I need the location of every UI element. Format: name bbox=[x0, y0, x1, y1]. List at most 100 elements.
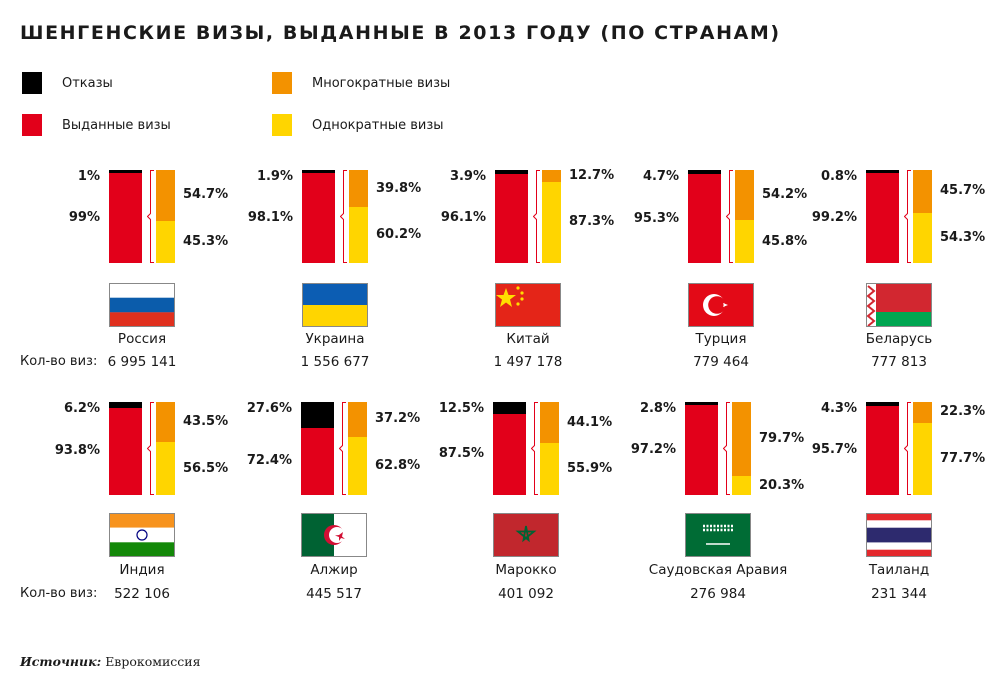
bar-segment-refused bbox=[109, 170, 142, 173]
morocco-flag-icon bbox=[493, 513, 559, 557]
bar-segment-multiple bbox=[156, 170, 175, 221]
country-name: Украина bbox=[305, 331, 365, 347]
belarus-flag-icon bbox=[866, 283, 932, 327]
bar-segment-single bbox=[913, 212, 932, 263]
bar-segment-single bbox=[156, 220, 175, 263]
label-issued: 95.3% bbox=[633, 210, 679, 226]
label-multiple: 43.5% bbox=[183, 414, 229, 430]
bar-segment-multiple bbox=[348, 402, 367, 437]
bar-segment-single bbox=[913, 422, 932, 495]
label-multiple: 54.2% bbox=[762, 187, 808, 203]
label-refused: 3.9% bbox=[449, 169, 486, 184]
bar-segment-refused bbox=[493, 402, 526, 414]
label-single: 60.2% bbox=[376, 227, 422, 242]
visa-count: 6 995 141 bbox=[107, 354, 177, 370]
count-label: Кол-во виз: bbox=[20, 354, 98, 369]
bar-segment-issued bbox=[688, 174, 721, 263]
source-value: Еврокомиссия bbox=[105, 654, 201, 669]
brace bbox=[530, 402, 539, 495]
brace bbox=[146, 402, 155, 495]
bar-segment-single bbox=[540, 443, 559, 495]
brace bbox=[722, 402, 731, 495]
bar-segment-refused bbox=[109, 402, 142, 408]
bar-segment-single bbox=[348, 436, 367, 495]
label-refused: 12.5% bbox=[438, 401, 484, 416]
visa-count: 777 813 bbox=[871, 354, 927, 370]
bar-segment-single bbox=[735, 220, 754, 263]
country-name: Саудовская Аравия bbox=[648, 562, 788, 578]
label-refused: 6.2% bbox=[63, 401, 100, 416]
legend-swatch-issued bbox=[22, 114, 42, 136]
visa-count: 401 092 bbox=[498, 586, 554, 602]
bar-segment-issued bbox=[301, 427, 334, 495]
label-single: 56.5% bbox=[183, 460, 229, 476]
label-issued: 99.2% bbox=[811, 209, 857, 225]
legend-label-multiple: Многократные визы bbox=[312, 76, 451, 91]
bar-segment-multiple bbox=[349, 170, 368, 207]
bar-segment-single bbox=[732, 476, 751, 495]
china-flag-icon bbox=[495, 283, 561, 327]
label-single: 77.7% bbox=[940, 450, 986, 466]
bar-segment-refused bbox=[866, 170, 899, 173]
bar-segment-issued bbox=[495, 173, 528, 263]
source-label: Источник: bbox=[20, 654, 102, 669]
ukraine-flag-icon bbox=[302, 283, 368, 327]
country-name: Марокко bbox=[495, 562, 557, 578]
label-single: 45.3% bbox=[183, 233, 229, 249]
label-issued: 99% bbox=[68, 209, 100, 225]
bar-segment-single bbox=[156, 442, 175, 495]
bar-segment-refused bbox=[302, 170, 335, 173]
label-issued: 96.1% bbox=[440, 210, 486, 226]
bar-segment-multiple bbox=[913, 402, 932, 423]
country-name: Индия bbox=[119, 562, 165, 578]
visa-count: 1 556 677 bbox=[300, 354, 370, 370]
country-name: Беларусь bbox=[865, 331, 933, 347]
label-multiple: 37.2% bbox=[375, 411, 421, 427]
label-refused: 1.9% bbox=[256, 169, 293, 184]
label-issued: 98.1% bbox=[247, 209, 293, 225]
label-single: 54.3% bbox=[940, 229, 986, 245]
page-title: ШЕНГЕНСКИЕ ВИЗЫ, ВЫДАННЫЕ В 2013 ГОДУ (П… bbox=[20, 22, 781, 44]
bar-segment-multiple bbox=[540, 402, 559, 443]
legend-swatch-refusals bbox=[22, 72, 42, 94]
legend-label-refusals: Отказы bbox=[62, 76, 113, 91]
legend-swatch-multiple bbox=[272, 72, 292, 94]
legend-label-issued: Выданные визы bbox=[62, 118, 171, 133]
brace bbox=[146, 170, 155, 263]
visa-count: 276 984 bbox=[690, 586, 746, 602]
brace bbox=[903, 170, 912, 263]
label-issued: 95.7% bbox=[811, 442, 857, 458]
bar-segment-refused bbox=[685, 402, 718, 405]
visa-count: 522 106 bbox=[114, 586, 170, 602]
visa-count: 445 517 bbox=[306, 586, 362, 602]
label-multiple: 45.7% bbox=[940, 183, 986, 199]
country-name: Алжир bbox=[310, 562, 358, 578]
turkey-flag-icon bbox=[688, 283, 754, 327]
country-name: Россия bbox=[117, 331, 167, 347]
label-refused: 2.8% bbox=[639, 401, 676, 416]
thailand-flag-icon bbox=[866, 513, 932, 557]
bar-segment-issued bbox=[866, 172, 899, 263]
bar-segment-single bbox=[542, 181, 561, 263]
bar-segment-issued bbox=[109, 407, 142, 495]
source-note: Источник: Еврокомиссия bbox=[20, 654, 201, 669]
bar-segment-issued bbox=[302, 172, 335, 263]
brace bbox=[339, 170, 348, 263]
visa-count: 231 344 bbox=[871, 586, 927, 602]
label-issued: 72.4% bbox=[246, 453, 292, 469]
legend-label-single: Однократные визы bbox=[312, 118, 444, 133]
label-issued: 87.5% bbox=[438, 446, 484, 462]
label-refused: 1% bbox=[77, 169, 100, 184]
bar-segment-refused bbox=[866, 402, 899, 406]
label-issued: 97.2% bbox=[630, 441, 676, 457]
label-single: 87.3% bbox=[569, 214, 615, 230]
country-name: Китай bbox=[506, 331, 550, 347]
brace bbox=[725, 170, 734, 263]
algeria-flag-icon bbox=[301, 513, 367, 557]
label-multiple: 79.7% bbox=[759, 431, 805, 447]
label-multiple: 22.3% bbox=[940, 404, 986, 420]
bar-segment-multiple bbox=[732, 402, 751, 477]
country-name: Таиланд bbox=[868, 562, 930, 578]
label-single: 45.8% bbox=[762, 233, 808, 249]
